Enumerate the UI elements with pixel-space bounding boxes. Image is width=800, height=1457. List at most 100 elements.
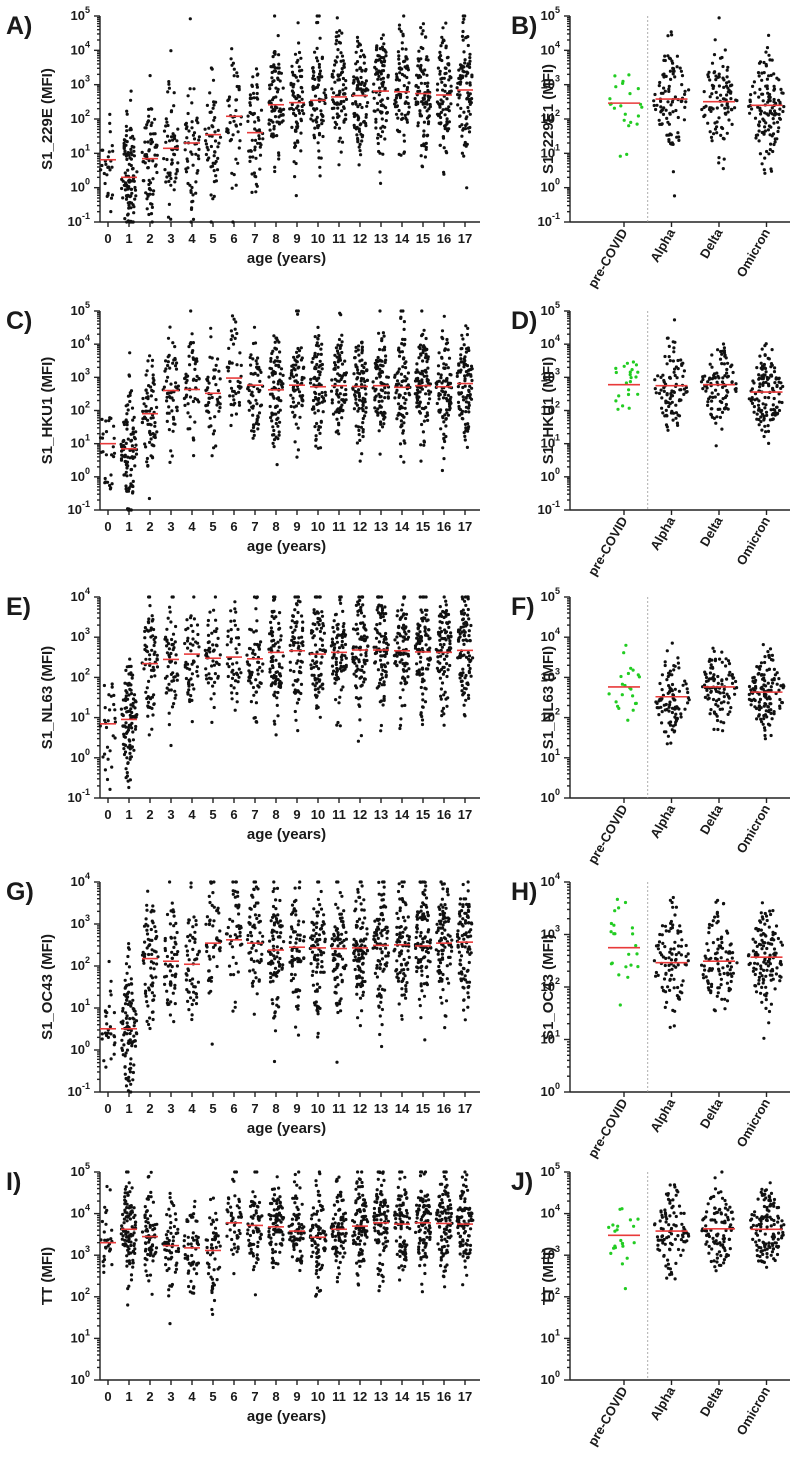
data-point [364,410,368,414]
data-point [214,363,218,367]
data-point [129,703,133,707]
data-point [256,373,260,377]
data-point [127,179,131,183]
data-point [195,623,200,627]
data-point [420,309,424,313]
y-tick-base: 10 [71,436,85,451]
data-point [443,66,447,70]
data-point [344,113,348,117]
data-point [122,752,127,757]
data-point [373,406,377,410]
data-point [311,119,315,123]
x-tick-label: 17 [458,519,472,534]
data-point [148,657,152,661]
data-point [446,107,450,111]
data-point [273,14,277,18]
data-point [151,373,155,377]
data-point [208,91,212,95]
data-point [614,85,618,89]
data-point [214,383,218,387]
data-point [107,150,111,154]
data-point [258,153,263,157]
data-point [337,701,341,705]
data-point [396,50,400,54]
data-point [413,392,417,396]
data-point [705,386,709,390]
data-point [248,355,252,360]
data-point [333,80,337,84]
data-point [339,100,343,104]
data-point [297,349,302,353]
data-point [315,14,319,18]
data-point [208,416,212,420]
data-point [150,364,154,368]
data-point [280,120,284,124]
data-point [660,396,664,400]
data-point [708,95,712,99]
data-point [447,78,451,82]
data-point [256,356,260,360]
data-point [270,614,274,619]
data-point [251,648,255,653]
data-point [706,380,710,384]
data-point [239,363,243,367]
data-point [316,616,320,621]
data-point [670,100,675,104]
data-point [130,444,134,448]
data-point [331,672,335,676]
data-point [380,359,384,363]
data-point [460,34,465,39]
data-point [332,69,336,73]
data-point [190,350,194,355]
data-point [354,349,358,353]
data-point [120,449,124,453]
x-tick-label: 8 [272,807,279,822]
y-tick-label: 10-1 [68,211,90,229]
data-point [382,334,386,338]
data-point [777,112,781,116]
data-point [335,38,339,43]
data-point [269,356,273,361]
data-point [417,395,421,399]
data-point [296,610,300,615]
data-point [272,127,276,131]
data-point [332,100,336,104]
data-point [317,65,321,69]
data-point [441,108,445,112]
data-point [261,662,265,666]
data-point [134,443,138,447]
data-point [143,636,147,640]
data-point [212,118,216,122]
data-point [358,67,362,71]
data-point [417,356,421,360]
data-point [420,422,424,427]
data-point [106,757,110,761]
data-point [713,395,717,399]
y-tick-exponent: 2 [85,400,90,410]
data-point [316,409,320,413]
data-point [129,126,133,130]
data-point [419,63,423,68]
data-point [763,125,767,129]
data-point [194,180,198,184]
data-point [360,345,364,349]
data-point [663,354,667,359]
data-point [708,78,712,82]
data-point [616,407,620,411]
data-point [274,95,278,99]
data-point [167,653,171,657]
data-point [186,402,190,406]
data-point [342,65,346,69]
data-point [207,676,212,680]
data-point [459,106,463,110]
data-point [682,118,687,122]
data-point [123,453,127,457]
data-point [313,688,317,692]
data-point [211,197,215,201]
data-point [668,402,672,406]
data-point [463,61,467,65]
data-point [311,66,315,70]
data-point [342,622,346,626]
data-point [145,123,149,127]
data-point [278,408,282,412]
